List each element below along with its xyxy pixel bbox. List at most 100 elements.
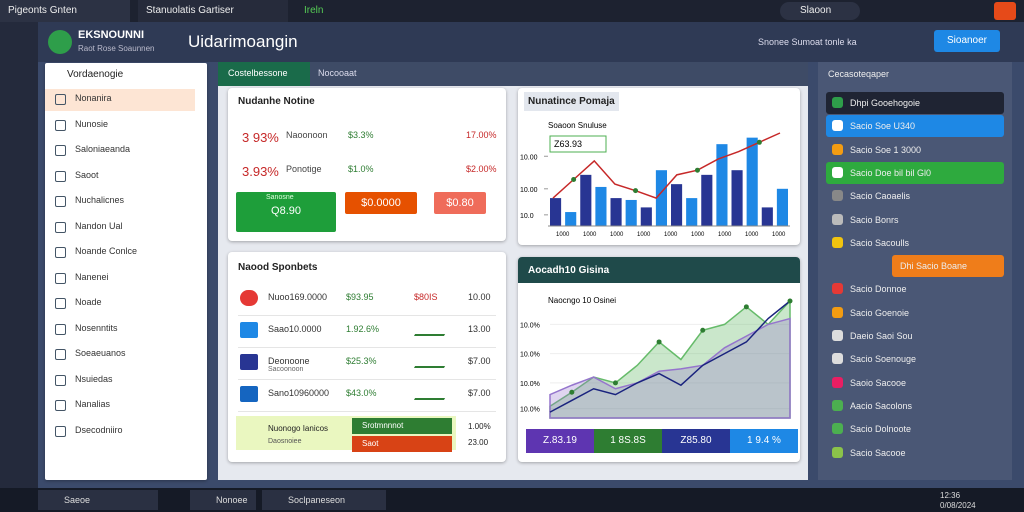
sidebar-item[interactable]: Saoot	[55, 170, 195, 186]
point	[694, 167, 700, 173]
panel-item[interactable]: Sacio Soenouge	[826, 348, 1004, 370]
tab[interactable]: Costelbessone	[218, 62, 310, 86]
sidebar-item[interactable]: Nanalias	[55, 399, 195, 415]
taskbar-app[interactable]: Nonoee	[190, 490, 256, 510]
panel-title: Cecasoteqaper	[828, 69, 890, 79]
sidebar-item[interactable]: Nanenei	[55, 272, 195, 288]
bar	[655, 170, 667, 226]
divider	[238, 379, 496, 380]
tab[interactable]: Nocooaat	[318, 68, 357, 78]
app-title: Uidarimoangin	[188, 32, 298, 51]
icon	[832, 213, 843, 225]
divider	[238, 315, 496, 316]
row-cell: Sano10960000	[268, 388, 330, 398]
card-title: Nudanhe Notine	[238, 96, 315, 107]
tile[interactable]: $0.80	[434, 192, 486, 214]
summary-cell: 17.00%	[466, 130, 497, 140]
bar	[550, 198, 562, 226]
sidebar-item[interactable]: Nsuiedas	[55, 374, 195, 390]
tab-strip	[218, 62, 808, 86]
icon	[55, 170, 66, 182]
logo-sub: Raot Rose Soaunnen	[78, 44, 155, 53]
primary-button[interactable]: Sioanoer	[934, 30, 1000, 52]
summary-cell: $2.00%	[466, 164, 497, 174]
panel-item[interactable]: Daeio Saoi Sou	[826, 325, 1004, 347]
stat-tile: 1 8S.8S	[594, 429, 662, 453]
y-tick-label: 10.0%	[520, 407, 540, 414]
y-tick-label: 10.00	[520, 154, 538, 161]
line	[549, 300, 791, 413]
footer-rate: 23.00	[468, 438, 489, 447]
panel-item[interactable]: Sacio Bonrs	[826, 209, 1004, 231]
summary-card: Nudanhe Notine 3 93% Naoonoon $3.3% 17.00% 3…	[228, 88, 506, 241]
sidebar-item[interactable]: Nandon Ual	[55, 221, 195, 237]
bar	[761, 207, 773, 226]
sidebar-item[interactable]: Nunosie	[55, 119, 195, 135]
panel-item[interactable]: Sacio Goenoie	[826, 302, 1004, 324]
panel-item[interactable]: Sacio Sacooe	[826, 442, 1004, 464]
panel-item[interactable]: Sacio Caoaelis	[826, 185, 1004, 207]
card-title: Aocadh10 Gisina	[528, 265, 610, 276]
card-title: Naood Sponbets	[238, 262, 318, 273]
summary-cell: $3.3%	[348, 130, 374, 140]
panel-item[interactable]: Sacio Sacoulls	[826, 232, 1004, 254]
panel-item[interactable]: Sacio Donnoe	[826, 278, 1004, 300]
icon	[832, 190, 843, 202]
stat-tile: Z85.80	[662, 429, 730, 453]
sidebar-item[interactable]: Noande Conlce	[55, 246, 195, 262]
bar	[625, 199, 637, 226]
panel-item[interactable]: Dhpi Gooehogoie	[826, 92, 1004, 114]
row-cell: $7.00	[468, 388, 491, 398]
tab[interactable]: Pigeonts Gnten	[0, 0, 130, 22]
icon	[832, 283, 843, 295]
icon	[832, 353, 843, 365]
x-tick-label: 1000	[772, 232, 786, 238]
icon	[832, 399, 843, 411]
panel-item[interactable]: Dhi Sacio Boane	[892, 255, 1004, 278]
sidebar-item[interactable]: Nonanira	[55, 93, 195, 109]
panel-item[interactable]: Aacio Sacolons	[826, 395, 1004, 417]
bar	[610, 198, 622, 226]
sidebar-item[interactable]: Nosenntits	[55, 323, 195, 339]
sparkline	[413, 354, 453, 368]
sidebar-item[interactable]: Nuchalicnes	[55, 195, 195, 211]
point	[656, 339, 662, 345]
panel-item[interactable]: Sacio Soe 1 3000	[826, 139, 1004, 161]
sidebar-item[interactable]: Dsecodniiro	[55, 425, 195, 441]
y-tick-label: 10.0%	[520, 381, 540, 388]
logo: EKSNOUNNI	[78, 29, 145, 41]
panel-item[interactable]: Sacio Doe bil bil Gl0	[826, 161, 1004, 184]
tile[interactable]: $0.0000	[345, 192, 417, 214]
badge-box	[549, 135, 607, 153]
footer-button[interactable]: Srotmnnnot	[352, 418, 452, 434]
tab[interactable]: Ireln	[304, 5, 324, 16]
icon	[55, 374, 66, 386]
point	[612, 380, 618, 386]
taskbar-app[interactable]: Saeoe	[38, 490, 158, 510]
panel-item[interactable]: Sacio Soe U340	[826, 115, 1004, 138]
taskbar-app[interactable]: Soclpaneseon	[262, 490, 386, 510]
x-tick-label: 1000	[691, 232, 705, 238]
tab[interactable]: Stanuolatis Gartiser	[138, 0, 288, 22]
x-tick-label: 1000	[556, 232, 570, 238]
badge: Z63.93	[554, 139, 582, 149]
sidebar-item[interactable]: Saloniaeanda	[55, 144, 195, 160]
bar	[565, 212, 577, 226]
clock-time: 12:36	[940, 491, 961, 500]
footer-sub: Daosnoiee	[268, 438, 302, 445]
tile[interactable]: Q8.90	[236, 192, 336, 232]
close-button[interactable]	[994, 2, 1016, 20]
sidebar-item[interactable]: Soeaeuanos	[55, 348, 195, 364]
point	[571, 177, 577, 182]
browser-bar: Pigeonts Gnten Stanuolatis Gartiser Irel…	[0, 0, 1024, 22]
panel-item[interactable]: Sacio Dolnoote	[826, 418, 1004, 440]
panel-item[interactable]: Saoio Sacooe	[826, 372, 1004, 394]
footer-button[interactable]: Saot	[352, 436, 452, 452]
logo-icon	[48, 30, 72, 54]
trend-line	[552, 132, 781, 199]
sidebar-item[interactable]: Noade	[55, 297, 195, 313]
search[interactable]: Slaoon	[780, 2, 860, 20]
icon	[55, 323, 66, 335]
icon	[55, 272, 66, 284]
